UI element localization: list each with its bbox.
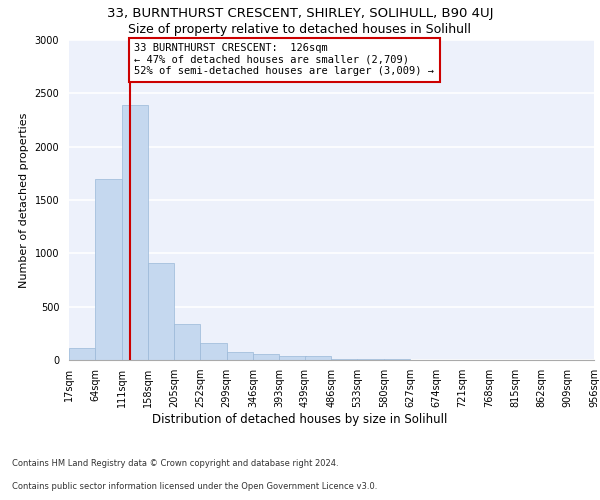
Bar	[95, 178, 122, 360]
Bar	[253, 354, 279, 360]
Text: 33, BURNTHURST CRESCENT, SHIRLEY, SOLIHULL, B90 4UJ: 33, BURNTHURST CRESCENT, SHIRLEY, SOLIHU…	[107, 8, 493, 20]
Bar	[200, 344, 227, 360]
Bar	[148, 263, 174, 360]
Text: 33 BURNTHURST CRESCENT:  126sqm
← 47% of detached houses are smaller (2,709)
52%: 33 BURNTHURST CRESCENT: 126sqm ← 47% of …	[134, 43, 434, 76]
Text: Contains public sector information licensed under the Open Government Licence v3: Contains public sector information licen…	[12, 482, 377, 491]
Bar	[227, 352, 253, 360]
Y-axis label: Number of detached properties: Number of detached properties	[19, 112, 29, 288]
Bar	[331, 359, 358, 360]
Bar	[305, 356, 331, 360]
Bar	[69, 348, 95, 360]
Bar	[122, 105, 148, 360]
Bar	[279, 356, 305, 360]
Text: Distribution of detached houses by size in Solihull: Distribution of detached houses by size …	[152, 412, 448, 426]
Text: Contains HM Land Registry data © Crown copyright and database right 2024.: Contains HM Land Registry data © Crown c…	[12, 458, 338, 468]
Text: Size of property relative to detached houses in Solihull: Size of property relative to detached ho…	[128, 22, 472, 36]
Bar	[174, 324, 200, 360]
